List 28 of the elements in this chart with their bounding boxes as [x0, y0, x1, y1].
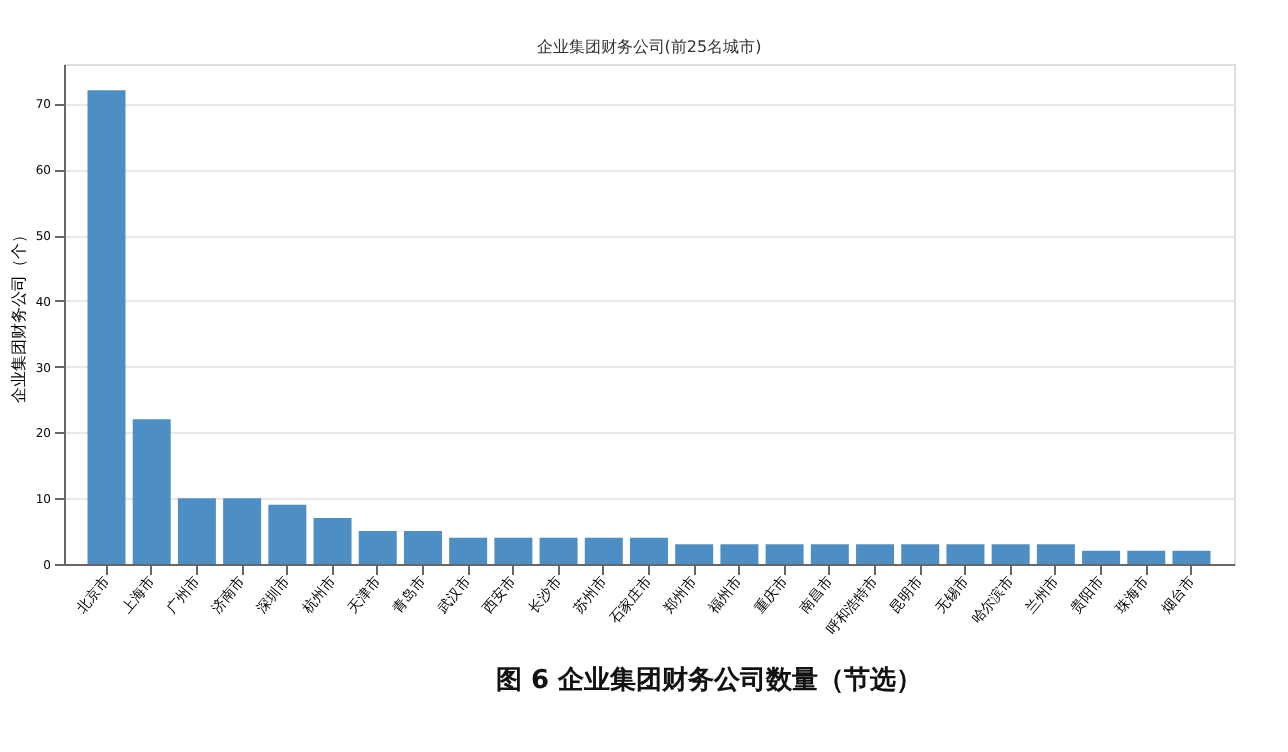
bar	[494, 537, 533, 564]
bar	[1036, 544, 1075, 564]
caption: 图 6 企业集团财务公司数量（节选）	[495, 666, 923, 696]
bar	[901, 544, 940, 564]
bar	[720, 544, 759, 564]
bar	[449, 537, 488, 564]
chart-title: 企业集团财务公司(前25名城市)	[536, 38, 762, 56]
bar	[1172, 550, 1211, 564]
bar	[132, 419, 171, 564]
bar	[946, 544, 985, 564]
bar	[1082, 550, 1121, 564]
bar	[856, 544, 895, 564]
bar	[358, 531, 397, 564]
bar	[630, 537, 668, 564]
bar	[991, 544, 1030, 564]
bar	[313, 517, 352, 564]
y-axis-title: 企业集团财务公司（个）	[9, 227, 28, 403]
bar	[765, 544, 804, 564]
bar	[584, 537, 623, 564]
bar	[87, 90, 126, 564]
bar	[539, 537, 578, 564]
bar	[177, 498, 216, 564]
bar	[223, 498, 262, 564]
bar	[1127, 550, 1166, 564]
bar	[810, 544, 849, 564]
bar	[403, 531, 442, 564]
bar	[268, 504, 307, 564]
bar	[675, 544, 714, 564]
